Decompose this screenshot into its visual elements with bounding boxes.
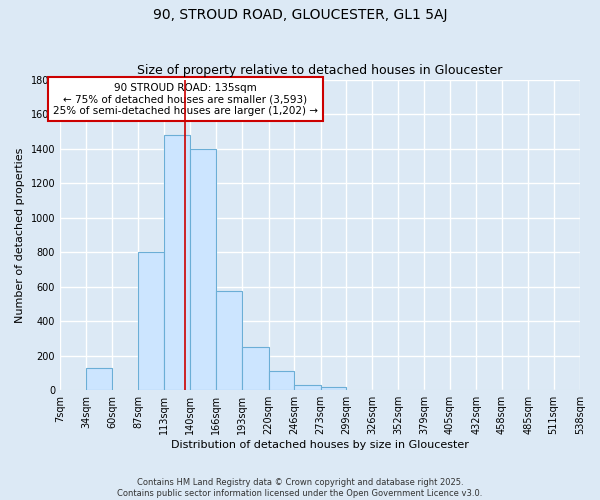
Bar xyxy=(164,135,190,390)
Title: Size of property relative to detached houses in Gloucester: Size of property relative to detached ho… xyxy=(137,64,503,77)
Bar xyxy=(269,371,294,390)
Y-axis label: Number of detached properties: Number of detached properties xyxy=(15,147,25,322)
Bar xyxy=(294,385,320,390)
Bar xyxy=(139,252,164,390)
Text: Contains HM Land Registry data © Crown copyright and database right 2025.
Contai: Contains HM Land Registry data © Crown c… xyxy=(118,478,482,498)
X-axis label: Distribution of detached houses by size in Gloucester: Distribution of detached houses by size … xyxy=(171,440,469,450)
Bar xyxy=(190,148,216,390)
Bar xyxy=(86,368,112,390)
Bar xyxy=(320,387,346,390)
Text: 90 STROUD ROAD: 135sqm
← 75% of detached houses are smaller (3,593)
25% of semi-: 90 STROUD ROAD: 135sqm ← 75% of detached… xyxy=(53,82,318,116)
Bar xyxy=(242,347,269,390)
Bar xyxy=(216,291,242,390)
Text: 90, STROUD ROAD, GLOUCESTER, GL1 5AJ: 90, STROUD ROAD, GLOUCESTER, GL1 5AJ xyxy=(153,8,447,22)
